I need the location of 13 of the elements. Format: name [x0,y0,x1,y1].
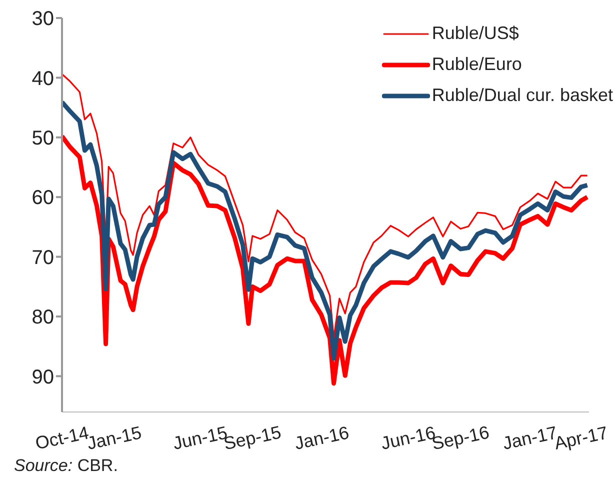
legend-label: Ruble/Euro [432,54,522,75]
y-tick-label: 70 [32,246,54,269]
legend-label: Ruble/Dual cur. basket [432,85,613,106]
y-tick-label: 90 [32,366,54,388]
line-series [62,100,589,361]
source-note: Source: CBR. [14,456,118,476]
y-tick-label: 50 [32,127,54,150]
x-tick-label: Jan-16 [292,422,351,454]
y-tick-label: 80 [32,306,54,329]
legend-label: Ruble/US$ [432,23,519,44]
y-tick-label: 30 [32,8,54,30]
y-tick-label: 60 [32,187,54,210]
y-tick-label: 40 [32,68,54,90]
